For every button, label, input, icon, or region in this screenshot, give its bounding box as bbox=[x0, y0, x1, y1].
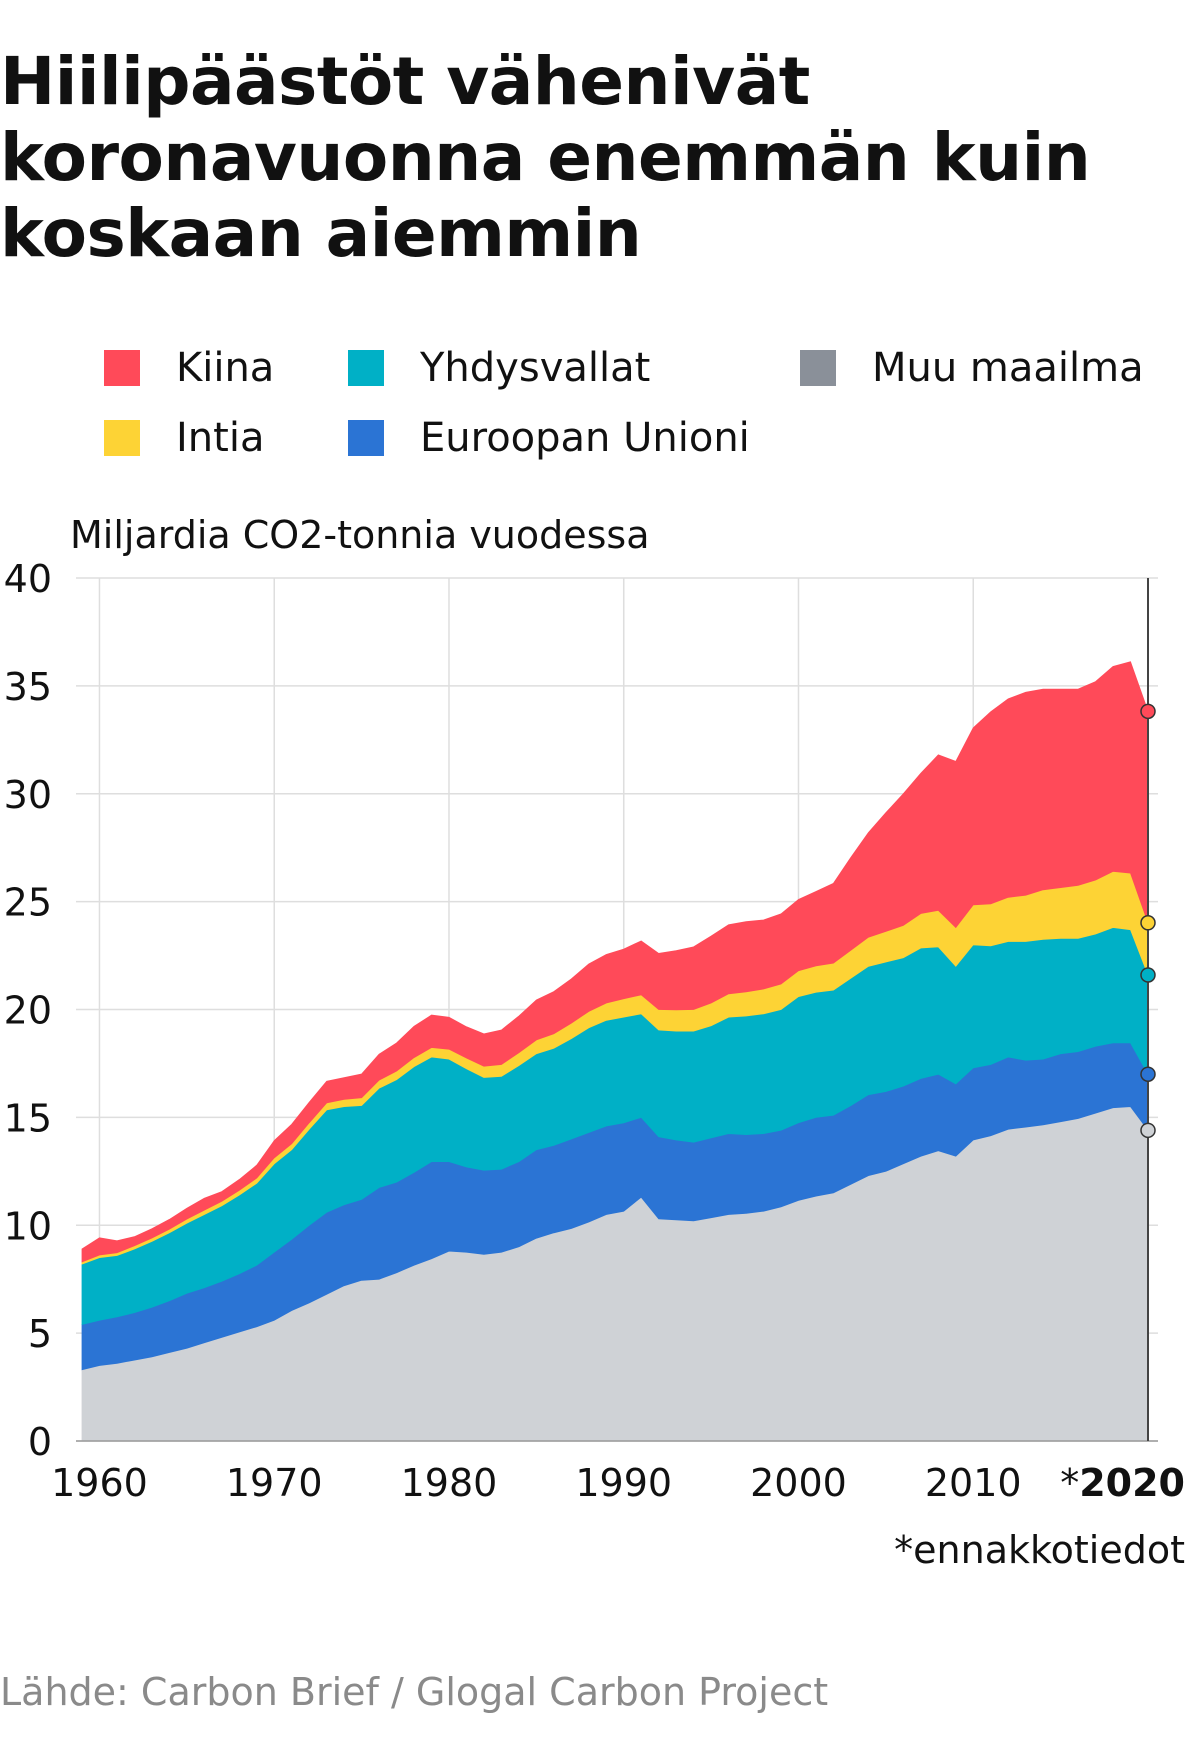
end-markers bbox=[1140, 703, 1156, 1139]
end-marker-muu-maailma bbox=[1140, 1122, 1156, 1139]
chart-title: Hiilipäästöt vähenivät koronavuonna enem… bbox=[0, 43, 1091, 272]
y-tick-label-35: 35 bbox=[4, 665, 52, 709]
legend-label-intia: Intia bbox=[176, 415, 264, 461]
y-tick-label-30: 30 bbox=[4, 773, 52, 817]
x-tick-label-2020: *2020 bbox=[1060, 1461, 1185, 1505]
x-tick-label-1960: 1960 bbox=[51, 1461, 148, 1505]
y-tick-label-40: 40 bbox=[4, 557, 52, 601]
legend-swatch-yhdysvallat bbox=[348, 350, 384, 386]
y-axis-label: Miljardia CO2-tonnia vuodessa bbox=[70, 513, 650, 557]
x-tick-label-1980: 1980 bbox=[401, 1461, 498, 1505]
legend-label-yhdysvallat: Yhdysvallat bbox=[419, 345, 650, 391]
legend-swatch-muu-maailma bbox=[800, 350, 836, 386]
axes: 0 5 10 15 20 25 30 35 40 1960 1970 1980 1990 2000 2010… bbox=[4, 557, 1185, 1505]
end-marker-kiina bbox=[1140, 703, 1156, 720]
end-marker-yhdysvallat bbox=[1140, 967, 1156, 983]
footnote: *ennakkotiedot bbox=[894, 1528, 1185, 1572]
x-tick-label-1970: 1970 bbox=[226, 1461, 323, 1505]
legend-swatch-euroopan-unioni bbox=[348, 420, 384, 456]
x-tick-label-1990: 1990 bbox=[575, 1461, 672, 1505]
y-tick-label-5: 5 bbox=[28, 1312, 52, 1356]
x-tick-label-2010: 2010 bbox=[925, 1461, 1022, 1505]
y-tick-label-20: 20 bbox=[4, 989, 52, 1033]
stacked-areas bbox=[81, 661, 1149, 1442]
source-note: Lähde: Carbon Brief / Glogal Carbon Proj… bbox=[0, 1670, 829, 1714]
x-tick-label-2000: 2000 bbox=[750, 1461, 847, 1505]
y-tick-label-15: 15 bbox=[4, 1096, 52, 1140]
y-tick-label-0: 0 bbox=[28, 1420, 52, 1464]
legend-label-euroopan-unioni: Euroopan Unioni bbox=[420, 415, 750, 461]
legend-label-muu-maailma: Muu maailma bbox=[872, 345, 1144, 391]
y-tick-label-10: 10 bbox=[4, 1204, 52, 1248]
end-marker-intia bbox=[1140, 915, 1156, 931]
y-tick-label-25: 25 bbox=[4, 881, 52, 925]
legend-label-kiina: Kiina bbox=[176, 345, 274, 391]
legend: Kiina Yhdysvallat Muu maailma Intia Euroopan… bbox=[104, 345, 1144, 461]
legend-swatch-intia bbox=[104, 420, 140, 456]
end-marker-euroopan-unioni bbox=[1140, 1066, 1156, 1082]
legend-swatch-kiina bbox=[104, 350, 140, 386]
